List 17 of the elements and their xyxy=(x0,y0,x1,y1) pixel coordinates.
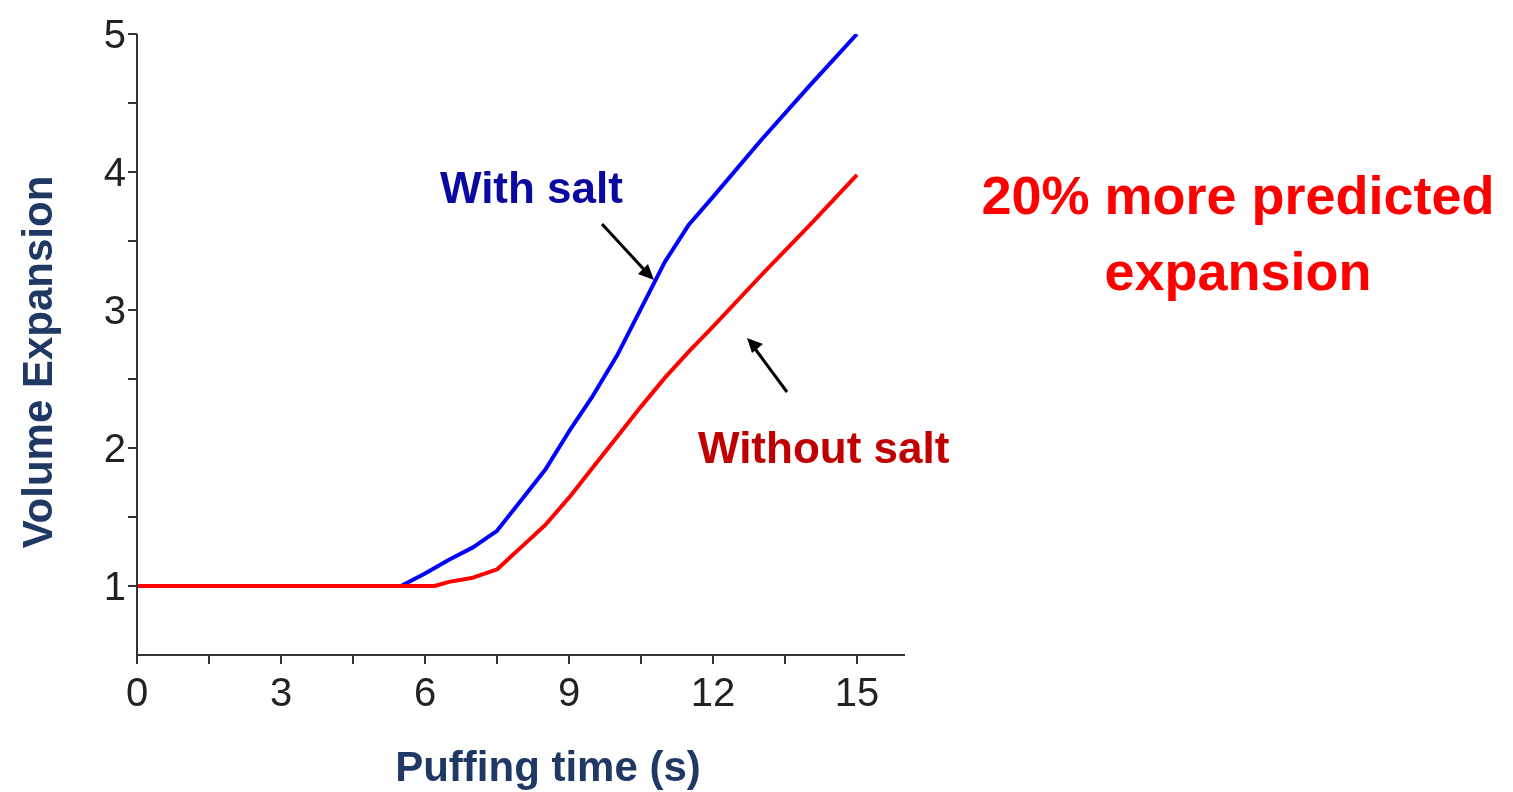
text: 20% more predicted expansion xyxy=(980,164,1496,303)
series-label: With salt xyxy=(440,163,623,213)
y-tick-label: 3 xyxy=(103,288,126,333)
line-series xyxy=(137,172,859,588)
y-tick-label: 5 xyxy=(103,12,126,57)
y-tick-label: 2 xyxy=(103,426,126,471)
y-axis-title: Volume Expansion xyxy=(14,174,62,551)
x-tick-label: 3 xyxy=(269,670,293,715)
series-label: Without salt xyxy=(698,423,950,473)
x-tick-label: 0 xyxy=(125,670,149,715)
x-tick-label: 9 xyxy=(557,670,581,715)
y-tick-label: 4 xyxy=(103,150,126,195)
x-tick-label: 15 xyxy=(834,670,880,715)
x-tick-label: 6 xyxy=(413,670,437,715)
x-tick-label: 12 xyxy=(690,670,736,715)
y-tick-label: 1 xyxy=(103,564,126,609)
x-axis-title: Puffing time (s) xyxy=(394,743,702,791)
